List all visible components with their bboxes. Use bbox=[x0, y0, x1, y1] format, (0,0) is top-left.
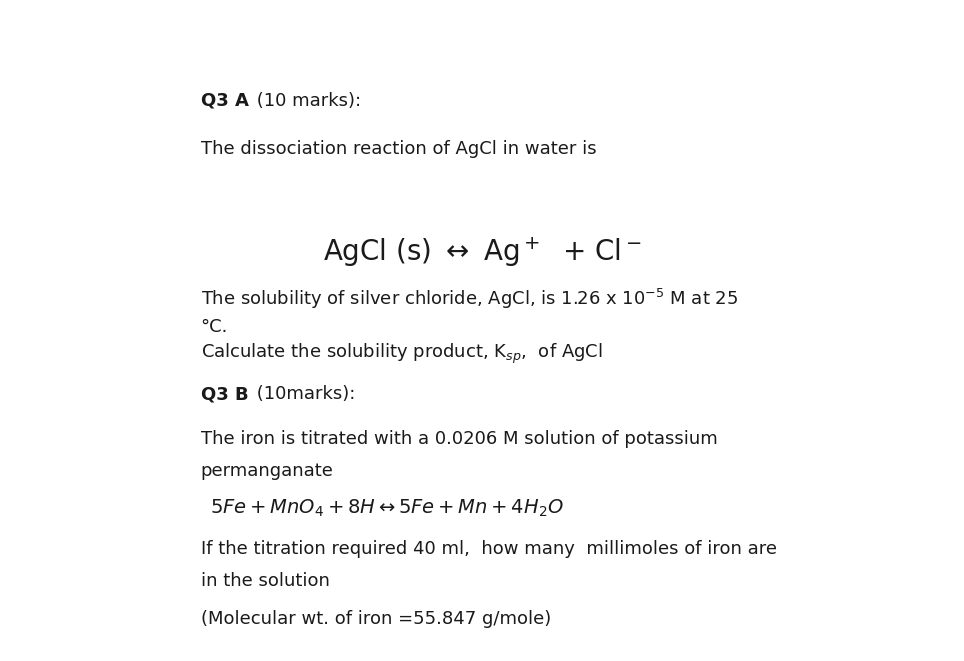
Text: If the titration required 40 ml,  how many  millimoles of iron are: If the titration required 40 ml, how man… bbox=[201, 540, 777, 558]
Text: Q3 B: Q3 B bbox=[201, 385, 248, 403]
Text: °C.: °C. bbox=[201, 318, 228, 336]
Text: The iron is titrated with a 0.0206 M solution of potassium: The iron is titrated with a 0.0206 M sol… bbox=[201, 430, 717, 448]
Text: Q3 A: Q3 A bbox=[201, 92, 249, 110]
Text: Calculate the solubility product, K$_{sp}$,  of AgCl: Calculate the solubility product, K$_{sp… bbox=[201, 342, 602, 366]
Text: (10 marks):: (10 marks): bbox=[251, 92, 361, 110]
Text: AgCl (s) $\leftrightarrow$ Ag$^+$  + Cl$^-$: AgCl (s) $\leftrightarrow$ Ag$^+$ + Cl$^… bbox=[323, 235, 641, 269]
Text: permanganate: permanganate bbox=[201, 462, 334, 480]
Text: (Molecular wt. of iron =55.847 g/mole): (Molecular wt. of iron =55.847 g/mole) bbox=[201, 610, 550, 628]
Text: in the solution: in the solution bbox=[201, 572, 330, 590]
Text: (10marks):: (10marks): bbox=[251, 385, 355, 403]
Text: The dissociation reaction of AgCl in water is: The dissociation reaction of AgCl in wat… bbox=[201, 140, 596, 158]
Text: The solubility of silver chloride, AgCl, is 1.26 x 10$^{-5}$ M at 25: The solubility of silver chloride, AgCl,… bbox=[201, 287, 737, 311]
Text: $5Fe + MnO_4 + 8H \leftrightarrow 5Fe + Mn + 4H_2O$: $5Fe + MnO_4 + 8H \leftrightarrow 5Fe + … bbox=[210, 498, 564, 520]
